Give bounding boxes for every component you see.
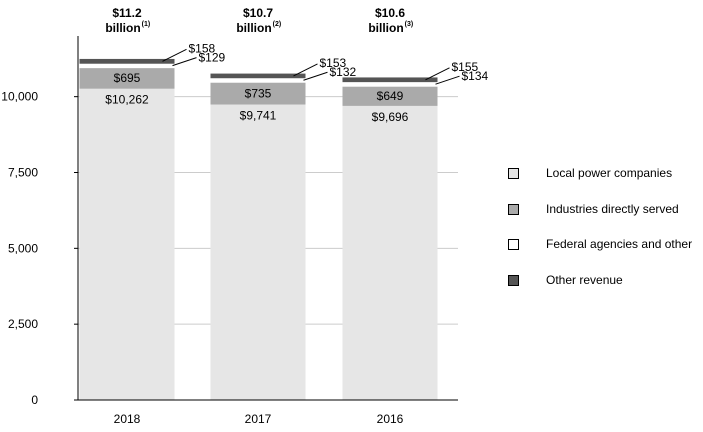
callout-line bbox=[425, 67, 450, 81]
x-tick-label: 2017 bbox=[245, 412, 272, 426]
bar-segment bbox=[210, 82, 306, 105]
data-label: $735 bbox=[245, 86, 272, 100]
legend-label: Industries directly served bbox=[546, 202, 679, 216]
total-unit-label: billion bbox=[368, 21, 403, 35]
bar-segment bbox=[79, 58, 175, 64]
x-tick-label: 2016 bbox=[377, 412, 404, 426]
y-tick-label: 5,000 bbox=[8, 241, 38, 255]
data-label: $9,696 bbox=[372, 110, 409, 124]
bar-segment bbox=[79, 88, 175, 400]
total-unit-label: billion bbox=[236, 21, 271, 35]
data-label: $649 bbox=[377, 89, 404, 103]
callout-line bbox=[293, 63, 318, 77]
data-label: $129 bbox=[199, 51, 226, 65]
total-footnote: (1) bbox=[142, 21, 151, 28]
bar-segment bbox=[210, 77, 306, 83]
data-label: $132 bbox=[330, 65, 357, 79]
callout-line bbox=[303, 71, 328, 81]
bar-segment bbox=[79, 63, 175, 69]
legend-item-federal-agencies-and-other: Federal agencies and other bbox=[508, 234, 703, 254]
y-tick-label: 7,500 bbox=[8, 166, 38, 180]
bar-segment bbox=[210, 73, 306, 79]
total-label: $10.7 bbox=[243, 6, 273, 20]
total-label: $11.2 bbox=[112, 6, 142, 20]
data-label: $9,741 bbox=[240, 109, 277, 123]
total-unit-label: billion bbox=[105, 21, 140, 35]
y-tick-label: 0 bbox=[31, 393, 38, 407]
total-footnote: (2) bbox=[273, 21, 282, 28]
callout-line bbox=[172, 57, 197, 67]
legend-item-other-revenue: Other revenue bbox=[508, 270, 703, 290]
bar-segment bbox=[342, 77, 438, 83]
total-label: $10.6 bbox=[375, 6, 405, 20]
legend-label: Federal agencies and other bbox=[546, 237, 693, 251]
data-label: $155 bbox=[452, 60, 479, 74]
data-label: $134 bbox=[462, 69, 489, 83]
callout-line bbox=[162, 48, 187, 62]
legend-swatch bbox=[508, 167, 519, 179]
bar-segment bbox=[210, 104, 306, 400]
data-label: $695 bbox=[114, 71, 141, 85]
total-footnote: (3) bbox=[405, 21, 414, 28]
x-tick-label: 2018 bbox=[114, 412, 141, 426]
callout-line bbox=[435, 75, 460, 85]
y-tick-label: 10,000 bbox=[1, 90, 38, 104]
bar-segment bbox=[79, 67, 175, 89]
bar-segment bbox=[342, 81, 438, 87]
bar-segment bbox=[342, 105, 438, 400]
legend-label: Local power companies bbox=[546, 166, 673, 180]
bars bbox=[79, 58, 438, 400]
data-label: $158 bbox=[189, 41, 216, 55]
bar-segment bbox=[342, 86, 438, 106]
legend-swatch bbox=[508, 203, 519, 215]
data-label: $10,262 bbox=[105, 93, 149, 107]
legend-item-local-power-companies: Local power companies bbox=[508, 163, 703, 183]
axes: 0 2,500 5,000 7,500 10,000 2018 2017 2016 bbox=[1, 36, 458, 426]
data-label: $153 bbox=[320, 56, 347, 70]
y-tick-label: 2,500 bbox=[8, 317, 38, 331]
legend-label: Other revenue bbox=[546, 273, 623, 287]
legend-item-industries-directly-served: Industries directly served bbox=[508, 199, 703, 219]
legend-swatch bbox=[508, 274, 519, 286]
legend-swatch bbox=[508, 238, 519, 250]
